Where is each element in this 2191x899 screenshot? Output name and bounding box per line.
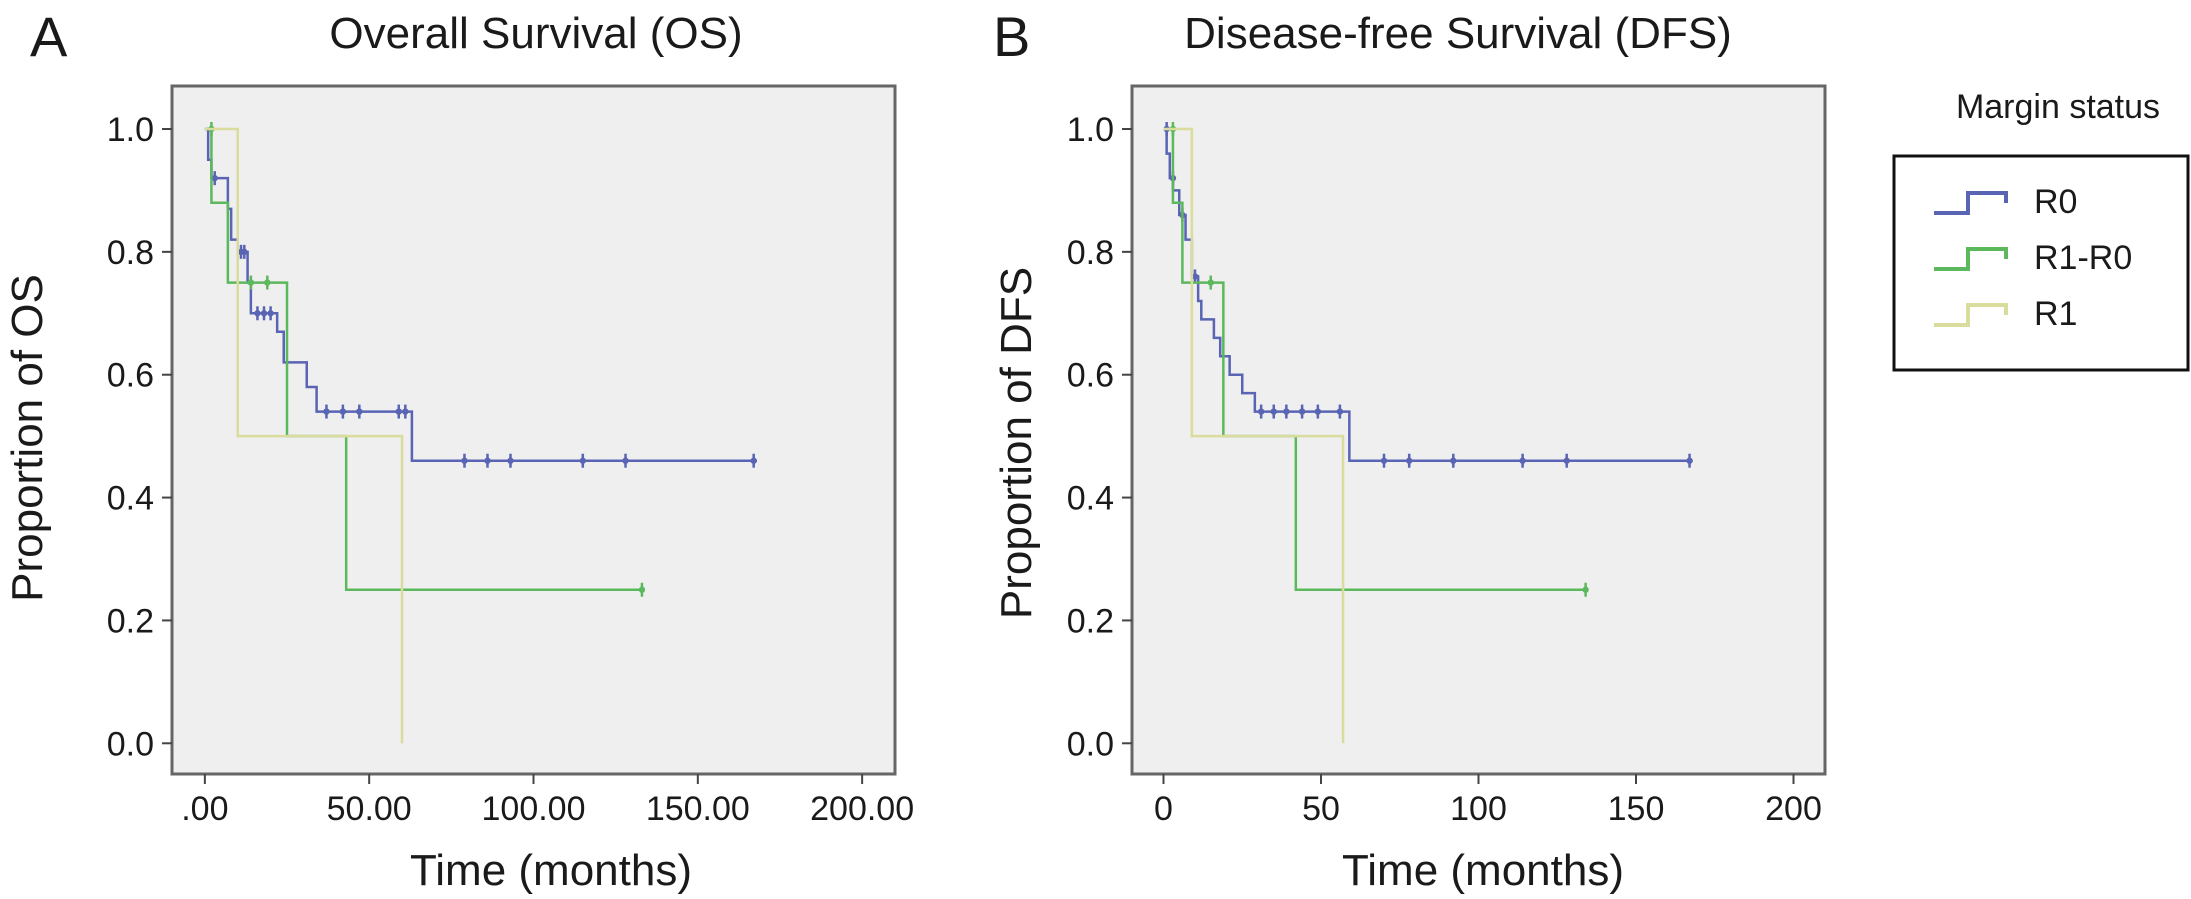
panel-a-series-r1-r0-censor-point [638,586,646,593]
legend-label-r1: R1 [2034,295,2077,333]
legend-swatch-r0 [1934,191,2008,215]
legend-items: R0 R1-R0 R1 [1934,183,2132,333]
panel-a-series-r1-r0-censor-point [247,279,255,286]
panel-b-series [1163,122,1693,744]
panel-b-x-axis-title: Time (months) [1342,846,1624,895]
panel-a-x-tick-label: 100.00 [482,790,586,828]
panel-a-x-axis: .00 50.00 100.00 150.00 200.00 [181,774,914,828]
panel-b-series-r0-censor-point [1406,457,1413,464]
panel-b-series-r0-censor-point [1380,457,1388,464]
panel-a-y-axis: 0.0 0.2 0.4 0.6 0.8 1.0 [107,111,172,763]
panel-a-series-r0-censor-point [622,457,629,464]
panel-b-series-r0-censor-point [1450,457,1457,464]
panel-a-y-tick-label: 0.8 [107,234,154,272]
panel-a-series-r0-censor-point [507,457,514,464]
legend-label-r1-r0: R1-R0 [2034,239,2132,277]
panel-b-y-tick-label: 0.2 [1067,602,1114,640]
panel-a-x-axis-title: Time (months) [410,846,692,895]
panel-b-y-axis: 0.0 0.2 0.4 0.6 0.8 1.0 [1067,111,1132,763]
panel-b-x-axis: 0 50 100 150 200 [1154,774,1822,828]
panel-a-series-r0-censor-point [484,457,491,464]
panel-a-series-r0-censor-point [579,457,586,464]
panel-b-series-r1-r0-censor-point [1207,279,1214,286]
panel-b-y-tick-label: 1.0 [1067,111,1114,149]
panel-b-series-r0-censor-point [1686,457,1693,464]
panel-a-series-r0-censor-point [339,408,347,415]
panel-a-y-tick-label: 0.6 [107,357,154,395]
panel-a-series-r0-censor-point [356,408,363,415]
panel-b-x-tick-label: 50 [1302,790,1340,828]
panel-a-y-tick-label: 0.0 [107,725,154,763]
panel-b-x-tick-label: 100 [1450,790,1507,828]
panel-b-series-r0-censor-point [1314,408,1322,415]
panel-b-series-r0-censor-point [1298,408,1306,415]
panel-a-series-r0-censor-point [461,457,468,464]
panel-b-y-tick-label: 0.0 [1067,725,1114,763]
panel-a-series-r1-r0-censor-point [264,279,271,286]
panel-a-series [204,122,757,744]
panel-a-series-r0-censor-point [260,310,268,317]
legend-swatch-r1-r0 [1934,247,2008,271]
panel-b-series-r0-censor-point [1257,408,1265,415]
panel-a-y-axis-title: Proportion of OS [3,274,52,602]
panel-b-series-r0-censor-point [1336,408,1344,415]
panel-a-series-r0-censor-point [323,408,330,415]
panel-a-y-tick-label: 0.4 [107,480,154,518]
panel-b: B Disease-free Survival (DFS) 0.00.20.40… [992,5,1827,895]
legend-swatch-r1 [1934,303,2008,327]
panel-a-series-r1-line [204,127,404,744]
legend: Margin status R0 R1-R0 R1 [1892,88,2190,372]
panel-a-series-r0-censor-point [402,408,409,415]
panel-b-y-axis-title: Proportion of DFS [992,267,1041,619]
panel-a-y-tick-label: 0.2 [107,602,154,640]
panel-b-series-r0-censor-point [1191,273,1199,280]
panel-a-series-r0-censor-point [254,310,261,317]
panel-b-plot-area [1130,84,1827,776]
panel-b-x-tick-label: 150 [1608,790,1665,828]
panel-a-series-r0-censor-point [267,310,274,317]
panel-b-series-r1-r0-line [1163,127,1586,591]
panel-b-series-r1-r0-censor-point [1582,586,1589,593]
panel-b-series-r0-censor-point [1283,408,1290,415]
panel-b-y-tick-label: 0.4 [1067,480,1114,518]
panel-b-series-r0-censor-point [1563,457,1570,464]
panel-a-title: Overall Survival (OS) [329,9,742,58]
legend-title: Margin status [1956,88,2160,126]
legend-label-r0: R0 [2034,183,2077,221]
panel-a-x-tick-label: 200.00 [810,790,914,828]
panel-b-x-tick-label: 200 [1765,790,1822,828]
panel-a-plot-area [170,84,897,776]
panel-a-series-r0-censor-point [750,457,757,464]
panel-a-y-tick-label: 1.0 [107,111,154,149]
panel-b-y-tick-label: 0.8 [1067,234,1114,272]
panel-a-series-r0-censor-point [395,408,402,415]
panel-b-y-tick-label: 0.6 [1067,357,1114,395]
panel-a: A Overall Survival (OS) 0.0 0.2 0.4 0.6 0.8 1… [3,5,914,895]
panel-a-x-tick-label: 50.00 [327,790,412,828]
panel-a-series-r0-censor-point [241,248,248,256]
panel-a-x-tick-label: 150.00 [646,790,750,828]
panel-b-x-tick-label: 0 [1154,790,1173,828]
panel-a-series-r0-censor-point [211,174,218,182]
legend-box [1892,154,2190,372]
panel-b-series-r0-censor-point [1270,408,1277,415]
panel-b-series-r0-censor-point [1519,457,1526,464]
panel-b-label: B [993,5,1030,68]
panel-b-title: Disease-free Survival (DFS) [1184,9,1732,58]
panel-b-series-r1-line [1163,127,1345,744]
panel-a-x-tick-label: .00 [181,790,228,828]
panel-a-label: A [30,5,68,68]
panel-a-series-r1-r0-line [204,127,642,591]
